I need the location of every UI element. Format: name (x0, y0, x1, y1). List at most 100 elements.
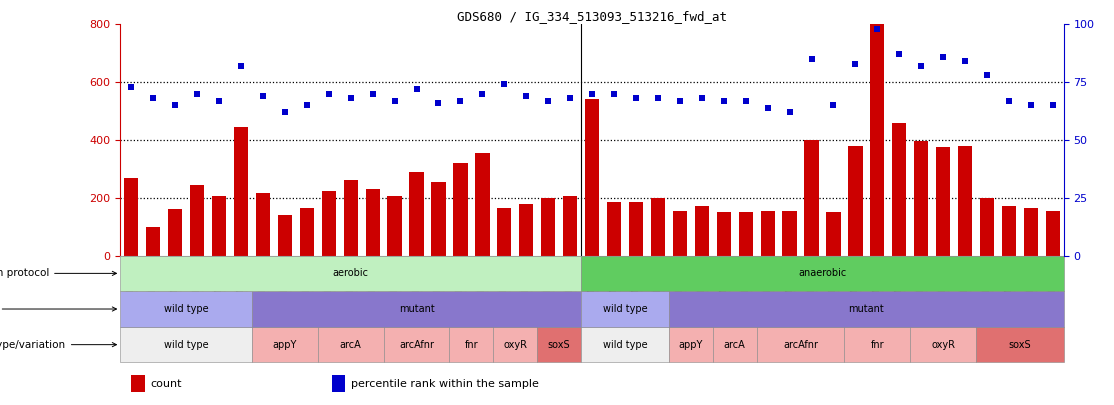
Bar (212, 196, 226, 256)
Bar (827, 212, 841, 256)
Text: wild type: wild type (603, 340, 647, 350)
Point (935, 53, 952, 60)
Text: mutant: mutant (849, 304, 885, 314)
Point (912, 63, 930, 69)
Bar (695, 207, 709, 256)
Bar (915, 141, 928, 256)
Point (211, 97, 228, 104)
Bar (449, 327, 494, 362)
Bar (673, 211, 687, 256)
Text: wild type: wild type (164, 304, 208, 314)
Point (1000, 97, 1018, 104)
Point (605, 90, 623, 97)
Text: oxyR: oxyR (504, 340, 527, 350)
Point (1044, 102, 1062, 109)
Text: mutant: mutant (399, 304, 434, 314)
Bar (168, 209, 183, 256)
Bar (252, 327, 317, 362)
Bar (582, 256, 1064, 291)
Text: oxyR: oxyR (931, 340, 955, 350)
Bar (936, 147, 950, 256)
Bar (383, 327, 449, 362)
Point (584, 90, 602, 97)
Text: wild type: wild type (603, 304, 647, 314)
Text: percentile rank within the sample: percentile rank within the sample (351, 379, 539, 389)
Point (232, 63, 250, 69)
Point (385, 97, 403, 104)
Bar (804, 140, 819, 256)
Text: growth protocol: growth protocol (0, 269, 117, 278)
Text: soxS: soxS (1008, 340, 1032, 350)
Point (759, 104, 776, 111)
Text: fnr: fnr (465, 340, 478, 350)
Text: appY: appY (678, 340, 703, 350)
Text: wild type: wild type (164, 340, 208, 350)
Bar (388, 196, 402, 256)
Bar (980, 198, 994, 256)
Bar (234, 127, 248, 256)
Point (496, 81, 514, 87)
Bar (892, 123, 907, 256)
Bar (651, 198, 665, 256)
Point (254, 93, 272, 99)
Bar (453, 163, 468, 256)
Text: aerobic: aerobic (333, 269, 369, 278)
Point (1022, 102, 1039, 109)
Bar (120, 327, 252, 362)
Bar (541, 198, 556, 256)
Bar (431, 182, 446, 256)
Bar (870, 24, 885, 256)
Text: fnr: fnr (870, 340, 885, 350)
Bar (848, 146, 862, 256)
Bar (120, 256, 582, 291)
Bar (782, 211, 797, 256)
Text: strain: strain (0, 304, 117, 314)
Point (869, 26, 887, 32)
Point (539, 97, 557, 104)
Text: genotype/variation: genotype/variation (0, 340, 117, 350)
Point (715, 97, 733, 104)
Bar (607, 202, 622, 256)
Bar (256, 194, 270, 256)
Bar (519, 204, 534, 256)
Text: arcAfnr: arcAfnr (783, 340, 818, 350)
Bar (756, 327, 844, 362)
Point (693, 95, 711, 102)
Bar (332, 375, 345, 392)
Bar (343, 180, 358, 256)
Text: appY: appY (273, 340, 297, 350)
Bar (494, 327, 537, 362)
Bar (668, 291, 1064, 327)
Bar (582, 291, 668, 327)
Bar (713, 327, 756, 362)
Text: anaerobic: anaerobic (799, 269, 847, 278)
Point (297, 102, 315, 109)
Point (145, 95, 163, 102)
Text: soxS: soxS (548, 340, 570, 350)
Point (824, 102, 842, 109)
Bar (628, 202, 643, 256)
Text: arcA: arcA (724, 340, 745, 350)
Point (166, 102, 184, 109)
Text: arcA: arcA (340, 340, 362, 350)
Bar (300, 208, 314, 256)
Point (956, 58, 974, 64)
Bar (761, 211, 774, 256)
Title: GDS680 / IG_334_513093_513216_fwd_at: GDS680 / IG_334_513093_513216_fwd_at (457, 10, 727, 23)
Bar (131, 375, 145, 392)
Point (188, 90, 206, 97)
Point (430, 100, 448, 106)
Bar (585, 100, 599, 256)
Point (847, 60, 864, 67)
Bar (976, 327, 1064, 362)
Text: arcAfnr: arcAfnr (399, 340, 434, 350)
Point (123, 83, 140, 90)
Bar (563, 196, 577, 256)
Bar (365, 189, 380, 256)
Point (890, 51, 908, 58)
Bar (497, 208, 511, 256)
Point (342, 95, 360, 102)
Bar (668, 327, 713, 362)
Bar (146, 227, 160, 256)
Bar (910, 327, 976, 362)
